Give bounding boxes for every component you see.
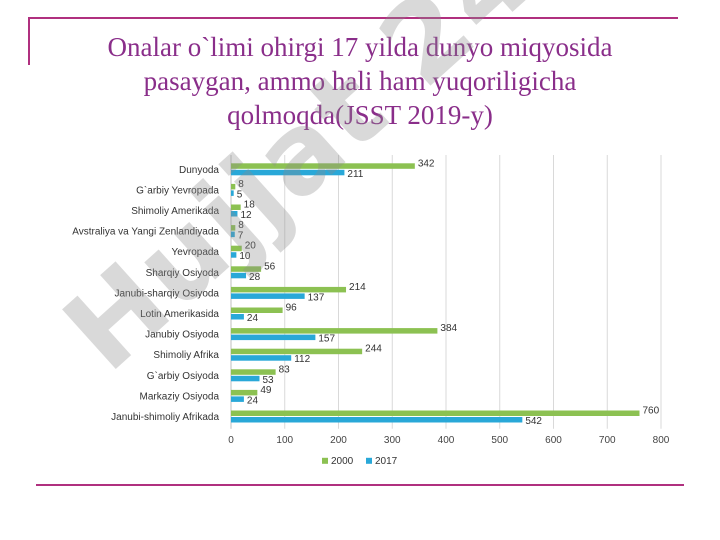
frame-bottom-line	[36, 484, 684, 486]
x-tick-label: 300	[384, 435, 401, 446]
x-tick-label: 500	[491, 435, 508, 446]
legend-swatch-2000	[322, 457, 328, 464]
bar-series-2017	[231, 169, 345, 176]
x-tick-label: 200	[330, 435, 347, 446]
data-label-2000: 8	[238, 220, 244, 231]
bar-series-2017	[231, 231, 235, 238]
category-label: Janubi-shimoliy Afrikada	[111, 412, 219, 423]
data-label-2017: 24	[247, 395, 259, 406]
data-label-2000: 342	[418, 158, 435, 169]
x-tick-label: 400	[438, 435, 455, 446]
data-label-2017: 28	[249, 272, 261, 283]
x-tick-label: 0	[228, 435, 234, 446]
bar-series-2000	[231, 204, 241, 210]
bar-series-2017	[231, 252, 237, 258]
data-label-2017: 24	[247, 313, 259, 324]
bar-series-2017	[231, 190, 234, 196]
data-label-2017: 211	[347, 169, 363, 180]
bar-series-2000	[231, 183, 236, 190]
data-label-2000: 96	[286, 303, 298, 314]
frame-left-line	[28, 17, 30, 65]
category-label: Lotin Amerikasida	[140, 309, 219, 320]
bar-series-2017	[231, 375, 260, 382]
data-label-2017: 137	[308, 292, 325, 303]
bar-series-2000	[231, 307, 283, 313]
slide-title: Onalar o`limi ohirgi 17 yilda dunyo miqy…	[40, 30, 680, 132]
data-label-2000: 18	[244, 200, 256, 211]
category-label: Dunyoda	[179, 165, 219, 176]
bar-series-2017	[231, 417, 523, 423]
category-label: Markaziy Osiyoda	[140, 391, 220, 402]
x-tick-label: 800	[653, 435, 670, 446]
frame-top-line	[28, 17, 678, 19]
category-label: Sharqiy Osiyoda	[146, 268, 220, 279]
bar-series-2017	[231, 396, 244, 402]
bar-chart: 0 100 200 300 400 500 600 700 800 Dunyoda 342 211 G`…	[72, 155, 670, 467]
data-label-2000: 49	[260, 385, 272, 396]
data-label-2017: 5	[237, 189, 243, 200]
data-label-2000: 8	[238, 179, 244, 190]
bar-series-2017	[231, 314, 244, 320]
data-label-2000: 244	[365, 344, 382, 355]
category-label: Yevropada	[172, 247, 220, 258]
bar-series-2000	[231, 328, 438, 334]
category-label: Janubi-sharqiy Osiyoda	[115, 288, 220, 299]
title-line-2: pasaygan, ammo hali ham yuqoriligicha	[143, 66, 577, 96]
bar-series-2000	[231, 389, 258, 396]
x-tick-label: 700	[599, 435, 616, 446]
bar-series-2000	[231, 410, 640, 416]
bar-series-2000	[231, 286, 347, 293]
category-label: Shimoliy Afrika	[153, 350, 219, 361]
title-line-3: qolmoqda(JSST 2019-y)	[227, 100, 493, 130]
legend-label-2017: 2017	[375, 456, 398, 467]
data-label-2017: 112	[294, 354, 310, 365]
category-label: Janubiy Osiyoda	[145, 330, 219, 341]
bar-series-2000	[231, 245, 242, 252]
bar-series-2000	[231, 348, 363, 355]
bar-series-2017	[231, 272, 247, 279]
bar-series-2017	[231, 293, 305, 299]
bar-series-2000	[231, 163, 415, 169]
data-label-2000: 56	[264, 261, 276, 272]
data-label-2017: 157	[318, 334, 335, 345]
legend-label-2000: 2000	[331, 456, 354, 467]
data-label-2017: 7	[238, 231, 244, 242]
category-label: Shimoliy Amerikada	[131, 206, 219, 217]
title-line-1: Onalar o`limi ohirgi 17 yilda dunyo miqy…	[107, 32, 613, 62]
bar-series-2017	[231, 334, 316, 341]
bar-series-2000	[231, 266, 262, 272]
data-label-2000: 20	[245, 241, 257, 252]
data-label-2017: 10	[239, 251, 251, 262]
bar-series-2000	[231, 225, 236, 231]
bar-series-2017	[231, 211, 238, 217]
data-label-2000: 83	[279, 364, 291, 375]
data-label-2017: 53	[262, 375, 274, 386]
data-label-2017: 12	[240, 210, 252, 221]
legend-swatch-2017	[366, 457, 372, 464]
data-label-2000: 214	[349, 282, 366, 293]
category-label: G`arbiy Osiyoda	[147, 370, 220, 382]
x-tick-label: 100	[276, 435, 293, 446]
category-label: Avstraliya va Yangi Zenlandiyada	[72, 227, 219, 238]
category-label: G`arbiy Yevropada	[136, 184, 219, 196]
bar-series-2017	[231, 355, 292, 361]
data-label-2000: 384	[440, 323, 457, 334]
data-label-2000: 760	[643, 406, 660, 417]
data-label-2017: 542	[525, 416, 542, 427]
x-tick-label: 600	[545, 435, 562, 446]
bar-series-2000	[231, 369, 276, 375]
